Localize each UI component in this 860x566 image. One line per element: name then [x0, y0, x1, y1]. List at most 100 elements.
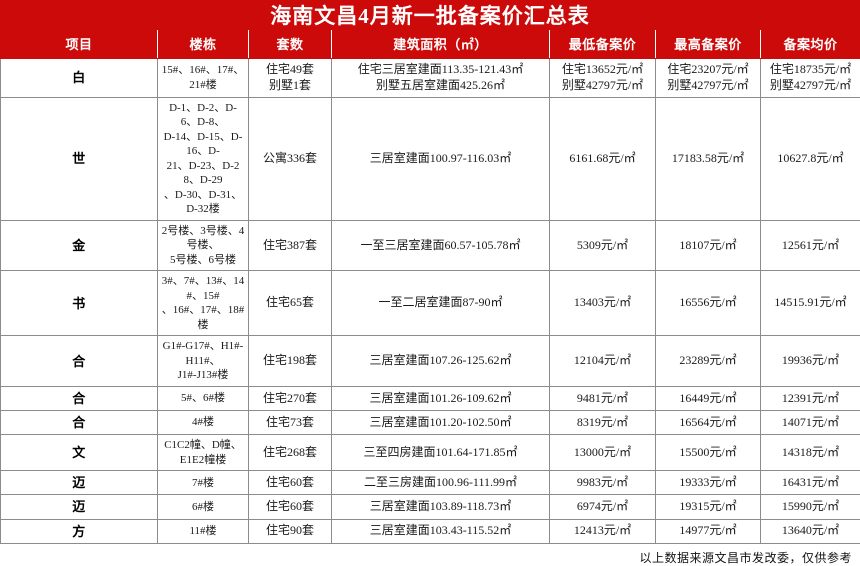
cell-building-line: G1#-G17#、H1#-H11#、 [161, 339, 245, 368]
cell-max-price-line: 别墅42797元/㎡ [659, 78, 757, 94]
cell-units-line: 公寓336套 [252, 151, 328, 167]
cell-units: 住宅270套 [249, 386, 332, 410]
cell-building: 2号楼、3号楼、4号楼、5号楼、6号楼 [158, 220, 249, 271]
cell-min-price-line: 12104元/㎡ [553, 353, 652, 369]
cell-area-line: 三居室建面103.89-118.73㎡ [335, 499, 546, 515]
cell-avg-price-line: 住宅18735元/㎡ [764, 62, 857, 78]
cell-min-price: 13403元/㎡ [550, 271, 656, 336]
page-title: 海南文昌4月新一批备案价汇总表 [0, 0, 860, 30]
cell-building-line: 15#、16#、17#、21#楼 [161, 63, 245, 92]
cell-avg-price: 19936元/㎡ [761, 336, 860, 387]
registration-price-sheet: 海南文昌4月新一批备案价汇总表 项目 楼栋 套数 建筑面积（㎡） 最低备案价 最… [0, 0, 860, 500]
cell-area: 三居室建面101.20-102.50㎡ [332, 411, 550, 435]
cell-area: 三居室建面103.43-115.52㎡ [332, 519, 550, 543]
cell-units: 住宅90套 [249, 519, 332, 543]
cell-project: 书 [1, 271, 158, 336]
cell-units-line: 别墅1套 [252, 78, 328, 94]
cell-min-price: 6161.68元/㎡ [550, 97, 656, 220]
cell-area: 三居室建面103.89-118.73㎡ [332, 495, 550, 519]
cell-units-line: 住宅90套 [252, 523, 328, 539]
cell-building-line: 4#楼 [161, 415, 245, 430]
cell-avg-price-line: 16431元/㎡ [764, 475, 857, 491]
cell-area: 三至四房建面101.64-171.85㎡ [332, 435, 550, 471]
cell-units: 住宅60套 [249, 471, 332, 495]
cell-avg-price: 12561元/㎡ [761, 220, 860, 271]
cell-avg-price: 16431元/㎡ [761, 471, 860, 495]
cell-max-price-line: 16556元/㎡ [659, 295, 757, 311]
cell-building: 7#楼 [158, 471, 249, 495]
cell-area-line: 一至三居室建面60.57-105.78㎡ [335, 238, 546, 254]
cell-avg-price-line: 12561元/㎡ [764, 238, 857, 254]
cell-building: D-1、D-2、D-6、D-8、D-14、D-15、D-16、D-21、D-23… [158, 97, 249, 220]
cell-max-price-line: 23289元/㎡ [659, 353, 757, 369]
cell-project: 合 [1, 336, 158, 387]
cell-building: 4#楼 [158, 411, 249, 435]
column-header-units[interactable]: 套数 [249, 31, 332, 59]
cell-min-price-line: 8319元/㎡ [553, 415, 652, 431]
column-header-avg-price[interactable]: 备案均价 [761, 31, 860, 59]
column-header-project[interactable]: 项目 [1, 31, 158, 59]
column-header-min-price[interactable]: 最低备案价 [550, 31, 656, 59]
cell-units-line: 住宅73套 [252, 415, 328, 431]
table-row: 合 G1#-G17#、H1#-H11#、J1#-J13#楼住宅198套三居室建面1… [1, 336, 860, 387]
cell-max-price-line: 19315元/㎡ [659, 499, 757, 515]
column-header-area[interactable]: 建筑面积（㎡） [332, 31, 550, 59]
cell-min-price-line: 13000元/㎡ [553, 445, 652, 461]
cell-building-line: 11#楼 [161, 524, 245, 539]
cell-building: 5#、6#楼 [158, 386, 249, 410]
cell-min-price: 12104元/㎡ [550, 336, 656, 387]
cell-avg-price: 14071元/㎡ [761, 411, 860, 435]
cell-units: 住宅73套 [249, 411, 332, 435]
cell-max-price: 16449元/㎡ [656, 386, 761, 410]
cell-building: 15#、16#、17#、21#楼 [158, 59, 249, 98]
column-header-building[interactable]: 楼栋 [158, 31, 249, 59]
cell-max-price: 16564元/㎡ [656, 411, 761, 435]
cell-project-line: 世 [4, 150, 154, 167]
cell-max-price: 23289元/㎡ [656, 336, 761, 387]
cell-building-line: C1C2幢、D幢、E1E2幢楼 [161, 438, 245, 467]
cell-avg-price: 14318元/㎡ [761, 435, 860, 471]
cell-building-line: D-1、D-2、D-6、D-8、 [161, 101, 245, 130]
cell-max-price: 19333元/㎡ [656, 471, 761, 495]
cell-project-line: 方 [4, 523, 154, 540]
cell-area-line: 一至二居室建面87-90㎡ [335, 295, 546, 311]
cell-area: 三居室建面107.26-125.62㎡ [332, 336, 550, 387]
cell-min-price-line: 9481元/㎡ [553, 391, 652, 407]
cell-project: 世 [1, 97, 158, 220]
cell-building: 6#楼 [158, 495, 249, 519]
cell-avg-price-line: 14071元/㎡ [764, 415, 857, 431]
cell-min-price-line: 5309元/㎡ [553, 238, 652, 254]
cell-units: 公寓336套 [249, 97, 332, 220]
cell-min-price-line: 9983元/㎡ [553, 475, 652, 491]
cell-avg-price-line: 19936元/㎡ [764, 353, 857, 369]
cell-max-price-line: 16564元/㎡ [659, 415, 757, 431]
cell-project: 迈 [1, 495, 158, 519]
cell-project-line: 合 [4, 390, 154, 407]
cell-building: 11#楼 [158, 519, 249, 543]
cell-max-price-line: 19333元/㎡ [659, 475, 757, 491]
cell-units-line: 住宅49套 [252, 62, 328, 78]
cell-area-line: 三居室建面103.43-115.52㎡ [335, 523, 546, 539]
cell-min-price: 9983元/㎡ [550, 471, 656, 495]
cell-building-line: J1#-J13#楼 [161, 368, 245, 383]
cell-units: 住宅49套别墅1套 [249, 59, 332, 98]
column-header-max-price[interactable]: 最高备案价 [656, 31, 761, 59]
cell-project-line: 合 [4, 353, 154, 370]
cell-area-line: 二至三房建面100.96-111.99㎡ [335, 475, 546, 491]
cell-building-line: D-14、D-15、D-16、D- [161, 130, 245, 159]
cell-project: 迈 [1, 471, 158, 495]
cell-avg-price-line: 13640元/㎡ [764, 523, 857, 539]
cell-units-line: 住宅60套 [252, 499, 328, 515]
cell-min-price: 5309元/㎡ [550, 220, 656, 271]
cell-units-line: 住宅198套 [252, 353, 328, 369]
cell-building-line: 5号楼、6号楼 [161, 253, 245, 268]
